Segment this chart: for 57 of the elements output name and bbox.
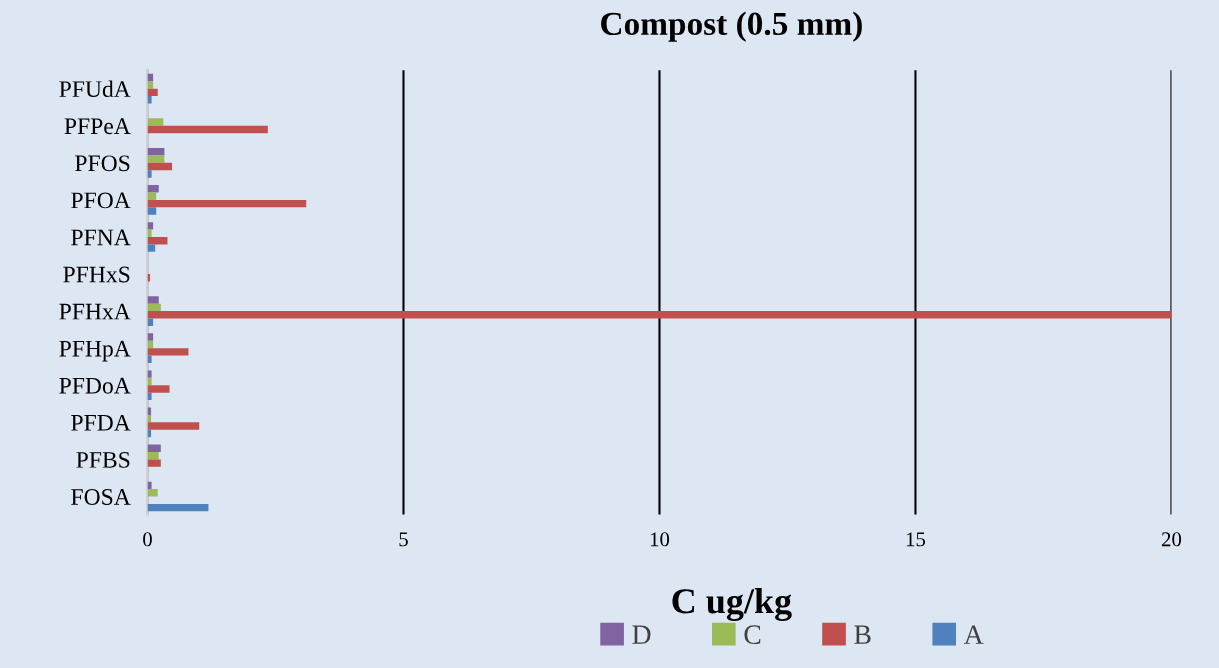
y-tick-label: PFHxA bbox=[59, 303, 131, 320]
x-tick-label: 15 bbox=[906, 532, 926, 547]
legend-label: D bbox=[632, 625, 651, 644]
bar bbox=[147, 88, 158, 97]
bar bbox=[147, 96, 152, 104]
bar bbox=[147, 148, 165, 156]
x-axis-title: C ug/kg bbox=[672, 588, 792, 622]
bar bbox=[147, 311, 1172, 319]
bar bbox=[147, 481, 152, 490]
bar bbox=[147, 452, 159, 460]
bar bbox=[147, 459, 161, 467]
bar bbox=[147, 125, 268, 134]
bar bbox=[147, 199, 307, 208]
bar bbox=[147, 229, 152, 237]
bar bbox=[147, 244, 156, 252]
bar bbox=[147, 333, 154, 341]
bar bbox=[147, 296, 159, 304]
x-tick-label: 20 bbox=[1161, 532, 1182, 547]
bar bbox=[147, 503, 209, 512]
legend-label: B bbox=[854, 625, 871, 644]
x-tick-label: 0 bbox=[143, 532, 152, 547]
y-tick-label: PFOA bbox=[71, 192, 131, 209]
bar bbox=[147, 355, 152, 364]
bar bbox=[147, 392, 152, 401]
y-tick-label: PFUdA bbox=[59, 80, 131, 98]
bar bbox=[147, 348, 189, 356]
bar bbox=[147, 192, 157, 200]
x-tick-label: 5 bbox=[399, 532, 408, 547]
bar bbox=[147, 185, 159, 193]
y-tick-label: PFOS bbox=[75, 155, 130, 172]
bar bbox=[147, 81, 154, 89]
bar bbox=[147, 207, 157, 215]
bar bbox=[147, 118, 164, 126]
y-tick-label: PFDA bbox=[71, 414, 131, 431]
chart-title: Compost (0.5 mm) bbox=[601, 11, 862, 42]
y-tick-label: PFNA bbox=[71, 229, 131, 246]
bar bbox=[147, 170, 152, 178]
bar bbox=[147, 162, 173, 171]
bar bbox=[147, 236, 168, 245]
bar bbox=[147, 444, 161, 452]
y-tick-label: FOSA bbox=[71, 489, 131, 505]
bar bbox=[147, 303, 161, 312]
bar bbox=[147, 222, 154, 230]
bar bbox=[147, 385, 170, 393]
y-tick-label: PFHpA bbox=[59, 340, 131, 362]
y-tick-label: PFBS bbox=[76, 451, 130, 468]
bar bbox=[147, 489, 158, 497]
bar bbox=[147, 155, 165, 163]
y-tick-label: PFDoA bbox=[59, 377, 131, 394]
y-tick-label: PFPeA bbox=[64, 118, 131, 135]
bar bbox=[147, 422, 200, 430]
x-tick-label: 10 bbox=[650, 532, 670, 547]
legend-label: A bbox=[963, 625, 984, 644]
legend-label: C bbox=[744, 625, 761, 645]
bar bbox=[147, 377, 152, 386]
bar bbox=[147, 370, 152, 378]
y-tick-label: PFHxS bbox=[63, 266, 130, 283]
